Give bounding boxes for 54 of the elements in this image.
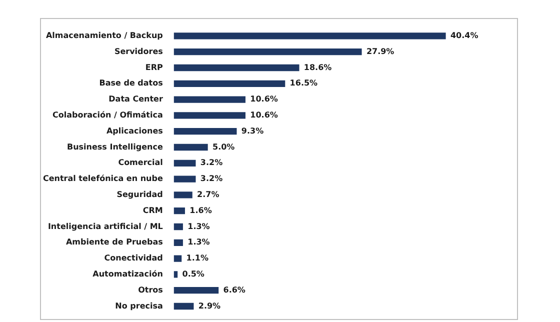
bar [174,112,246,119]
bar [174,128,237,135]
bar [174,271,178,278]
y-tick-label: Base de datos [99,78,164,88]
y-tick-label: Otros [138,285,164,294]
y-tick-label: Data Center [108,94,163,104]
y-tick-label: Seguridad [116,190,164,200]
bar [174,287,219,294]
bar [174,302,194,310]
data-label: 1.6% [190,206,212,215]
data-label: 2.7% [197,190,220,200]
bar [174,255,182,262]
bar [174,96,246,103]
y-tick-label: Aplicaciones [106,126,164,136]
data-label: 9.3% [241,126,264,136]
y-tick-label: ERP [145,62,164,72]
bar [174,160,196,166]
data-label: 27.9% [366,46,394,56]
y-tick-label: CRM [142,206,163,215]
data-label: 6.6% [223,285,246,294]
y-tick-label: Comercial [118,158,164,168]
y-tick-label: No precisa [115,301,163,310]
data-label: 5.0% [212,142,235,152]
data-label: 2.9% [198,301,221,310]
y-tick-label: Ambiente de Pruebas [66,238,164,247]
data-label: 40.4% [450,31,478,40]
y-tick-label: Conectividad [104,254,164,263]
bar [174,239,183,246]
y-tick-label: Central telefónica en nube [42,174,164,184]
data-label: 18.6% [304,62,332,72]
y-tick-label: Almacenamiento / Backup [46,31,164,40]
bar [174,48,362,56]
data-label: 16.5% [290,78,318,88]
bar [174,176,196,182]
bar [174,144,208,151]
data-label: 3.2% [200,174,223,184]
bar [174,64,300,72]
data-label: 1.1% [186,254,208,263]
bar [174,223,183,230]
bar [174,80,286,87]
data-label: 0.5% [182,270,204,279]
bar [174,32,446,40]
y-tick-label: Business Intelligence [67,142,164,152]
data-label: 10.6% [250,94,278,104]
y-tick-label: Inteligencia artificial / ML [48,222,163,231]
bar [174,208,185,214]
data-label: 1.3% [188,222,210,231]
bar [174,192,192,198]
y-tick-label: Servidores [114,46,164,56]
data-label: 10.6% [250,110,278,120]
y-tick-label: Colaboración / Ofimática [52,110,163,120]
data-label: 3.2% [200,158,223,168]
y-tick-label: Automatización [92,270,164,279]
data-label: 1.3% [188,238,210,247]
